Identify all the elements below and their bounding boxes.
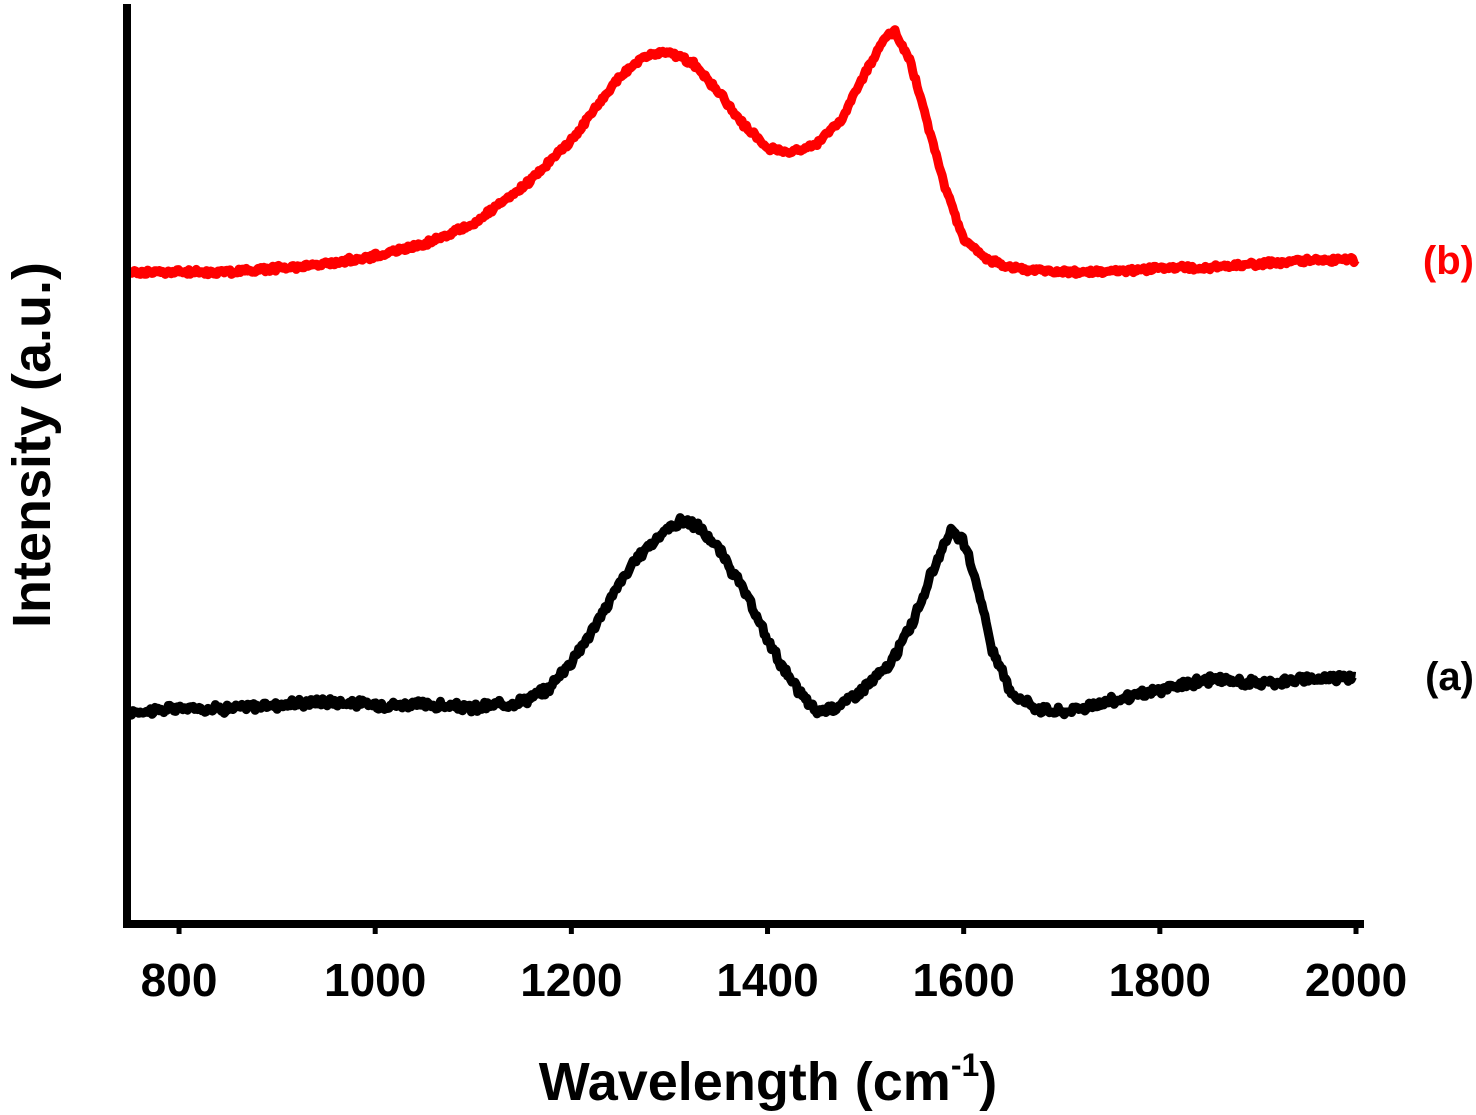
x-tick-label: 1600 xyxy=(913,954,1015,1006)
x-axis-title-main: Wavelength (cm xyxy=(539,1052,951,1112)
x-tick-layer: 800 1000 1200 1400 1600 1800 2000 xyxy=(141,924,1407,1006)
series-label-a: (a) xyxy=(1425,655,1474,699)
series-line-a xyxy=(125,513,1359,720)
x-tick-label: 2000 xyxy=(1305,954,1407,1006)
x-tick-label: 1400 xyxy=(716,954,818,1006)
x-tick-label: 1800 xyxy=(1109,954,1211,1006)
x-tick-label: 800 xyxy=(141,954,218,1006)
series-layer xyxy=(125,25,1360,720)
series-line-b xyxy=(126,25,1360,280)
x-axis-title-suffix: ) xyxy=(979,1052,997,1112)
x-tick-label: 1200 xyxy=(520,954,622,1006)
series-label-b: (b) xyxy=(1423,239,1474,283)
y-axis-title: Intensity (a.u.) xyxy=(2,262,62,628)
x-axis-title: Wavelength (cm-1) xyxy=(539,1047,998,1112)
x-tick-label: 1000 xyxy=(324,954,426,1006)
x-axis-title-superscript: -1 xyxy=(951,1047,979,1083)
series-label-layer: (a) (b) xyxy=(1423,239,1474,699)
